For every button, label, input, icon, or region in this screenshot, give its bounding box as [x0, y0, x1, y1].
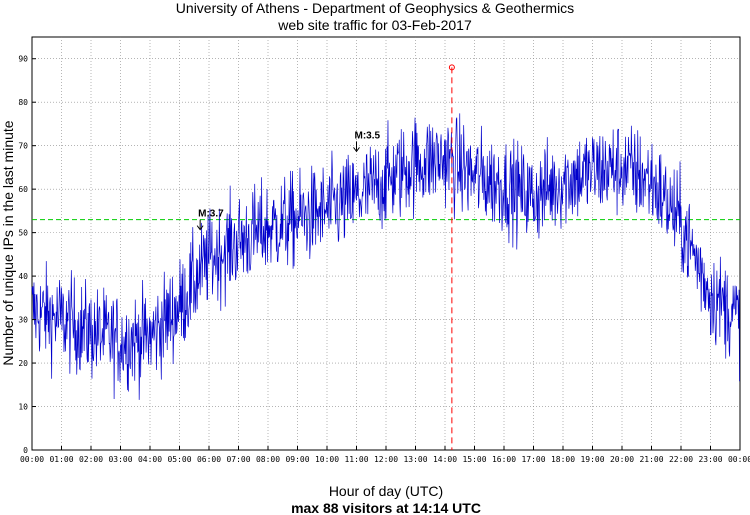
- x-tick-label: 13:00: [403, 455, 427, 464]
- x-tick-label: 07:00: [226, 455, 250, 464]
- x-tick-label: 02:00: [79, 455, 103, 464]
- chart-title: University of Athens - Department of Geo…: [176, 0, 574, 16]
- x-tick-label: 03:00: [108, 455, 132, 464]
- x-tick-label: 20:00: [610, 455, 634, 464]
- annotation-arrow-head: [196, 225, 204, 231]
- x-tick-label: 01:00: [49, 455, 73, 464]
- annotation-label: M:3.5: [355, 130, 381, 141]
- x-tick-label: 15:00: [462, 455, 486, 464]
- plot-area: [31, 36, 741, 451]
- x-tick-label: 04:00: [138, 455, 162, 464]
- x-tick-label: 23:00: [698, 455, 722, 464]
- y-tick-label: 40: [18, 272, 28, 281]
- x-tick-label: 18:00: [551, 455, 575, 464]
- x-tick-label: 16:00: [492, 455, 516, 464]
- x-tick-label: 22:00: [669, 455, 693, 464]
- x-tick-label: 05:00: [167, 455, 191, 464]
- max-point-marker: [448, 64, 455, 71]
- x-tick-label: 10:00: [315, 455, 339, 464]
- x-tick-label: 08:00: [256, 455, 280, 464]
- annotation-arrow-head: [353, 147, 360, 153]
- x-tick-label: 19:00: [580, 455, 604, 464]
- x-tick-layer: 00:00 01:00 02:00 03:00 04:00 05:00 06:00 07:00…: [20, 446, 750, 464]
- x-tick-label: 12:00: [374, 455, 398, 464]
- x-tick-label: 00:00: [20, 455, 44, 464]
- x-tick-label: 09:00: [285, 455, 309, 464]
- x-tick-label: 11:00: [344, 455, 368, 464]
- max-marker-layer: [448, 64, 455, 450]
- traffic-series-line: [31, 113, 740, 400]
- y-tick-layer: 0 10 20 30 40 50 60 70 80 90: [18, 55, 36, 455]
- x-axis-label: Hour of day (UTC): [329, 483, 443, 499]
- y-tick-label: 80: [18, 98, 28, 107]
- y-tick-label: 60: [18, 185, 28, 194]
- x-tick-label: 17:00: [521, 455, 545, 464]
- y-tick-label: 20: [18, 359, 28, 368]
- y-tick-label: 90: [18, 55, 28, 64]
- x-tick-label: 21:00: [639, 455, 663, 464]
- x-tick-label: 00:00: [728, 455, 750, 464]
- y-tick-label: 30: [18, 316, 28, 325]
- y-tick-label: 0: [23, 446, 28, 455]
- chart-subtitle: web site traffic for 03-Feb-2017: [277, 17, 472, 33]
- y-tick-label: 50: [18, 229, 28, 238]
- annotation-label: M:3.7: [198, 209, 224, 220]
- y-tick-label: 10: [18, 403, 28, 412]
- max-visitors-footer: max 88 visitors at 14:14 UTC: [291, 500, 481, 515]
- series-layer: [31, 113, 740, 400]
- y-axis-label: Number of unique IPs in the last minute: [0, 120, 16, 365]
- x-tick-label: 14:00: [433, 455, 457, 464]
- annotation-layer: M:3.7 M:3.5: [196, 130, 381, 231]
- grid-layer: [32, 37, 740, 450]
- y-tick-label: 70: [18, 142, 28, 151]
- x-tick-label: 06:00: [197, 455, 221, 464]
